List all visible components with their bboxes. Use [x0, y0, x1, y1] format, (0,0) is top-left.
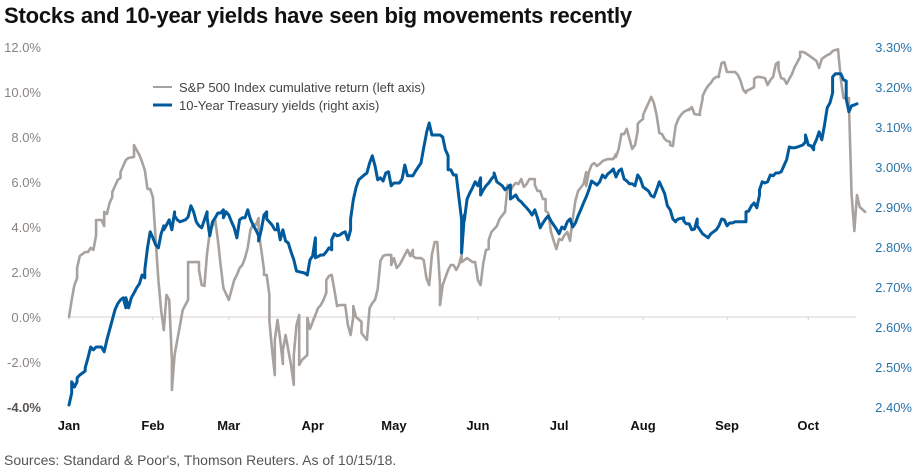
chart-title: Stocks and 10-year yields have seen big …	[4, 3, 632, 28]
left-tick-label: -2.0%	[7, 355, 41, 370]
x-tick-label: Feb	[141, 418, 164, 433]
x-tick-label: Jul	[550, 418, 569, 433]
left-tick-label: 4.0%	[11, 220, 41, 235]
x-tick-label: Mar	[217, 418, 240, 433]
x-tick-label: Sep	[715, 418, 739, 433]
right-tick-label: 3.00%	[875, 160, 912, 175]
x-tick-label: Jun	[466, 418, 489, 433]
right-tick-label: 2.70%	[875, 280, 912, 295]
sp500-series-line	[67, 47, 867, 392]
right-tick-label: 2.80%	[875, 240, 912, 255]
right-tick-label: 2.40%	[875, 400, 912, 415]
right-tick-label: 2.50%	[875, 360, 912, 375]
x-tick-label: Jan	[58, 418, 80, 433]
right-tick-label: 3.10%	[875, 120, 912, 135]
legend-label-sp500: S&P 500 Index cumulative return (left ax…	[179, 80, 425, 95]
x-tick-label: Aug	[630, 418, 655, 433]
zero-line-group	[68, 316, 856, 320]
treasury-yield-series-line	[67, 72, 859, 407]
right-tick-label: 2.90%	[875, 200, 912, 215]
left-tick-label: -4.0%	[7, 400, 41, 415]
right-tick-label: 3.30%	[875, 40, 912, 55]
left-tick-label: 10.0%	[4, 85, 41, 100]
right-axis: 3.30% 3.20% 3.10% 3.00% 2.90% 2.80% 2.70% 2.60%…	[875, 40, 912, 415]
left-tick-label: 0.0%	[11, 310, 41, 325]
x-tick-label: May	[381, 418, 407, 433]
series-group	[67, 47, 867, 407]
left-tick-label: 12.0%	[4, 40, 41, 55]
source-note: Sources: Standard & Poor's, Thomson Reut…	[4, 452, 397, 468]
legend-label-treasury: 10-Year Treasury yields (right axis)	[179, 98, 379, 113]
legend: S&P 500 Index cumulative return (left ax…	[153, 80, 425, 113]
right-tick-label: 3.20%	[875, 80, 912, 95]
left-tick-label: 8.0%	[11, 130, 41, 145]
right-tick-label: 2.60%	[875, 320, 912, 335]
left-axis: 12.0% 10.0% 8.0% 6.0% 4.0% 2.0% 0.0% -2.0% -4.0%	[4, 40, 41, 415]
x-tick-label: Apr	[302, 418, 324, 433]
left-tick-label: 6.0%	[11, 175, 41, 190]
x-tick-label: Oct	[797, 418, 819, 433]
left-tick-label: 2.0%	[11, 265, 41, 280]
x-axis: Jan Feb Mar Apr May Jun Jul Aug Sep Oct	[58, 418, 820, 433]
